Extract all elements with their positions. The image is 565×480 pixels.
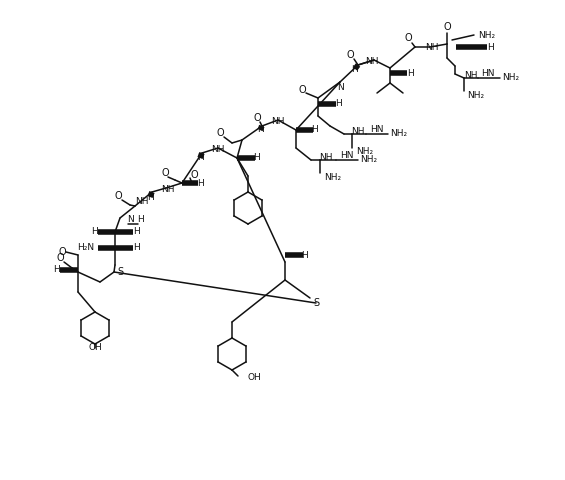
Text: NH: NH: [319, 153, 332, 161]
Text: H: H: [133, 228, 140, 237]
Text: H: H: [197, 179, 203, 188]
Text: HN: HN: [340, 152, 354, 160]
Text: H: H: [137, 216, 144, 225]
Text: O: O: [58, 247, 66, 257]
Text: S: S: [313, 298, 319, 308]
Text: O: O: [216, 128, 224, 138]
Text: NH₂: NH₂: [478, 31, 495, 39]
Text: O: O: [346, 50, 354, 60]
Text: NH₂: NH₂: [356, 147, 373, 156]
Text: H: H: [486, 43, 493, 51]
Text: H: H: [312, 125, 318, 134]
Text: NH: NH: [425, 43, 439, 51]
Text: H: H: [257, 125, 263, 134]
Text: N: N: [127, 216, 133, 225]
Text: NH: NH: [211, 145, 225, 155]
Text: OH: OH: [248, 373, 262, 383]
Text: O: O: [443, 22, 451, 32]
Text: NH₂: NH₂: [324, 173, 341, 182]
Text: NH: NH: [351, 127, 364, 135]
Text: H: H: [197, 154, 203, 163]
Text: OH: OH: [88, 343, 102, 351]
Text: O: O: [190, 170, 198, 180]
Text: H: H: [334, 99, 341, 108]
Text: NH₂: NH₂: [360, 156, 377, 165]
Text: NH: NH: [135, 197, 149, 206]
Text: NH₂: NH₂: [502, 73, 519, 83]
Text: O: O: [56, 253, 64, 263]
Text: H: H: [351, 64, 358, 73]
Text: HN: HN: [370, 125, 384, 134]
Text: H: H: [53, 265, 59, 275]
Text: HN: HN: [481, 69, 494, 77]
Text: H: H: [147, 192, 153, 202]
Text: NH: NH: [464, 72, 477, 81]
Text: O: O: [161, 168, 169, 178]
Text: H: H: [90, 228, 97, 237]
Text: O: O: [253, 113, 261, 123]
Text: H: H: [302, 251, 308, 260]
Text: H: H: [254, 154, 260, 163]
Text: NH: NH: [271, 118, 285, 127]
Text: N: N: [337, 84, 344, 93]
Text: S: S: [117, 267, 123, 277]
Text: O: O: [298, 85, 306, 95]
Text: H₂N: H₂N: [77, 243, 94, 252]
Text: H: H: [133, 243, 140, 252]
Text: NH₂: NH₂: [390, 130, 407, 139]
Text: NH: NH: [161, 185, 175, 194]
Text: O: O: [404, 33, 412, 43]
Text: NH₂: NH₂: [467, 92, 484, 100]
Text: O: O: [114, 191, 122, 201]
Text: H: H: [407, 69, 414, 77]
Text: NH: NH: [365, 58, 379, 67]
